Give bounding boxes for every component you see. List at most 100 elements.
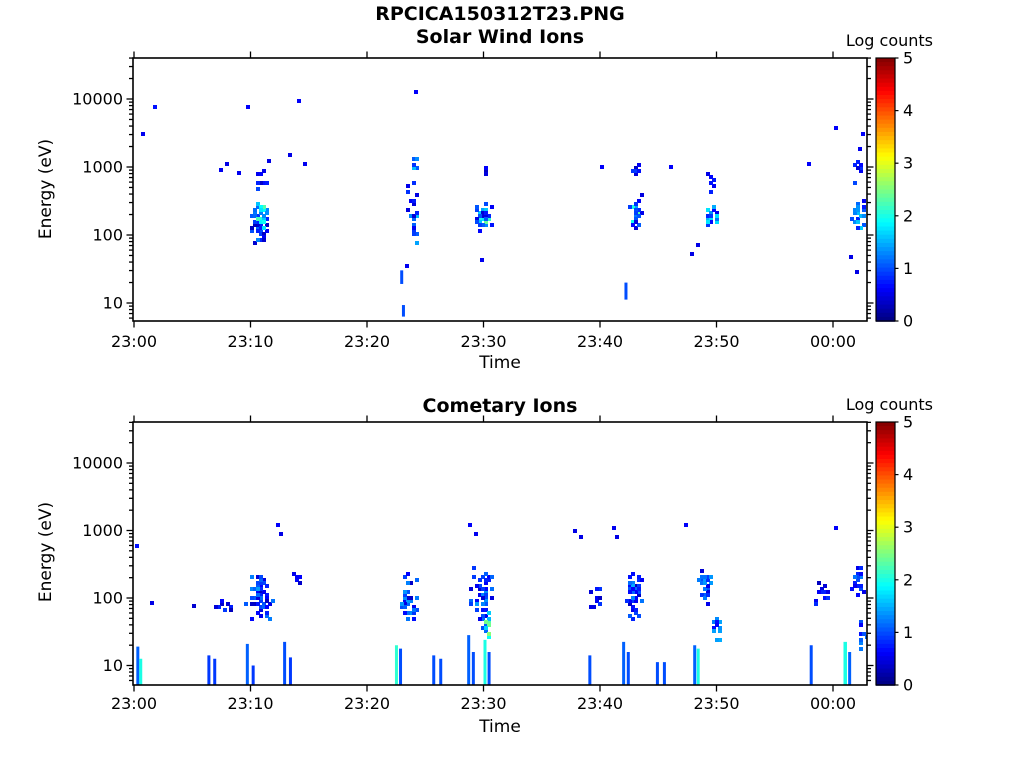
- spectrogram-cell: [469, 599, 473, 603]
- spectrogram-cell: [634, 169, 638, 173]
- colorbar-gradient: [876, 222, 895, 228]
- spectrogram-cell: [253, 220, 257, 224]
- colorbar-gradient: [876, 426, 895, 432]
- colorbar-gradient: [876, 623, 895, 629]
- spectrogram-cell: [856, 202, 860, 206]
- spectrogram-cell: [706, 214, 710, 218]
- ion-stripe: [848, 652, 852, 685]
- spectrogram-cell: [706, 220, 710, 224]
- spectrogram-cell: [295, 578, 299, 582]
- ion-stripe: [394, 645, 398, 685]
- colorbar-gradient: [876, 524, 895, 530]
- spectrogram-cell: [271, 599, 275, 603]
- spectrogram-cell: [415, 214, 419, 218]
- spectrogram-cell: [490, 596, 494, 600]
- spectrogram-cell: [487, 623, 491, 627]
- colorbar-gradient: [876, 422, 895, 427]
- spectrogram-cell: [715, 220, 719, 224]
- spectrogram-cell: [484, 578, 488, 582]
- ion-stripe: [487, 652, 491, 685]
- colorbar-tick-label: 3: [903, 518, 913, 537]
- ion-stripe: [288, 657, 292, 685]
- spectrogram-cell: [862, 223, 866, 227]
- spectrogram-cell: [637, 214, 641, 218]
- spectrogram-cell: [262, 238, 266, 242]
- spectrogram-cell: [415, 608, 419, 612]
- spectrogram-cell: [214, 605, 218, 609]
- ion-stripe: [136, 646, 140, 685]
- spectrogram-cell: [631, 617, 635, 621]
- spectrogram-cell: [820, 587, 824, 591]
- colorbar-gradient: [876, 565, 895, 571]
- spectrogram-cell: [250, 229, 254, 233]
- spectrogram-cell: [592, 605, 596, 609]
- spectrogram-cell: [256, 611, 260, 615]
- spectrogram-cell: [703, 593, 707, 597]
- colorbar-gradient: [876, 656, 895, 662]
- x-tick-label: 00:00: [810, 332, 856, 351]
- spectrogram-cell: [856, 575, 860, 579]
- spectrogram-cell: [484, 590, 488, 594]
- spectrogram-cell: [706, 208, 710, 212]
- colorbar-gradient: [876, 156, 895, 162]
- x-tick-label: 23:00: [111, 332, 157, 351]
- ion-stripe: [283, 641, 287, 685]
- colorbar-gradient: [876, 590, 895, 596]
- spectrogram-cell: [250, 602, 254, 606]
- colorbar-gradient: [876, 561, 895, 567]
- spectrogram-cell: [259, 217, 263, 221]
- spectrogram-cell: [861, 132, 865, 136]
- spectrogram-cell: [634, 608, 638, 612]
- spectrogram-cell: [712, 620, 716, 624]
- spectrogram-cell: [703, 575, 707, 579]
- spectrogram-cell: [412, 232, 416, 236]
- spectrogram-cell: [631, 608, 635, 612]
- colorbar-gradient: [876, 300, 895, 306]
- colorbar-gradient: [876, 549, 895, 555]
- spectrogram-cell: [814, 599, 818, 603]
- y-tick-label: 100: [92, 226, 123, 245]
- x-tick-label: 23:50: [693, 332, 739, 351]
- ion-stripe: [809, 645, 813, 685]
- spectrogram-cell: [256, 602, 260, 606]
- spectrogram-cell: [217, 605, 221, 609]
- spectrogram-cell: [640, 578, 644, 582]
- spectrogram-cell: [484, 214, 488, 218]
- colorbar-gradient: [876, 639, 895, 645]
- colorbar-gradient: [876, 234, 895, 240]
- colorbar-gradient: [876, 512, 895, 518]
- spectrogram-cell: [475, 205, 479, 209]
- spectrogram-cell: [487, 214, 491, 218]
- colorbar-gradient: [876, 242, 895, 248]
- spectrogram-cell: [478, 617, 482, 621]
- spectrogram-cell: [303, 162, 307, 166]
- colorbar-tick-label: 5: [903, 49, 913, 68]
- colorbar-gradient: [876, 304, 895, 310]
- spectrogram-cell: [703, 581, 707, 585]
- spectrogram-cell: [276, 523, 280, 527]
- spectrogram-cell: [409, 199, 413, 203]
- ion-bar: [624, 282, 628, 300]
- spectrogram-cell: [403, 590, 407, 594]
- spectrogram-cell: [253, 223, 257, 227]
- spectrogram-cell: [807, 162, 811, 166]
- colorbar-gradient: [876, 458, 895, 464]
- spectrogram-cell: [484, 587, 488, 591]
- colorbar-gradient: [876, 218, 895, 224]
- spectrogram-cell: [412, 226, 416, 230]
- spectrogram-cell: [262, 578, 266, 582]
- plot-border: [132, 421, 868, 686]
- spectrogram-cell: [412, 605, 416, 609]
- spectrogram-cell: [481, 626, 485, 630]
- spectrogram-cell: [487, 635, 491, 639]
- spectrogram-cell: [229, 605, 233, 609]
- spectrogram-cell: [703, 578, 707, 582]
- spectrogram-cell: [856, 572, 860, 576]
- spectrogram-cell: [706, 593, 710, 597]
- colorbar-gradient: [876, 312, 895, 318]
- spectrogram-cell: [859, 566, 863, 570]
- spectrogram-cell: [484, 629, 488, 633]
- spectrogram-cell: [490, 223, 494, 227]
- colorbar-gradient: [876, 152, 895, 158]
- spectrogram-cell: [265, 223, 269, 227]
